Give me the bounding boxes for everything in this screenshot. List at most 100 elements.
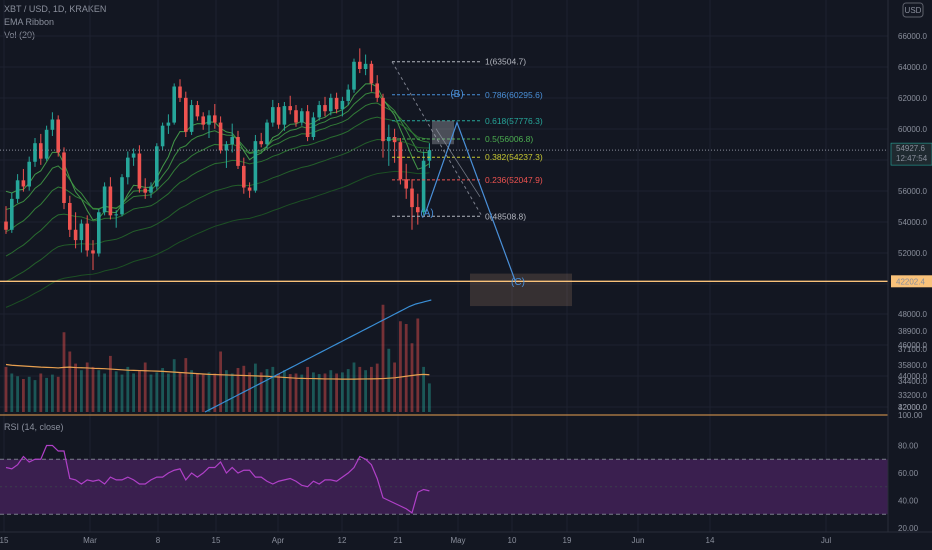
symbol-legend[interactable]: XBT / USD, 1D, KRAKEN	[4, 4, 107, 14]
rsi-tick-label: 100.00	[898, 411, 923, 420]
candle	[126, 157, 130, 178]
candle	[10, 198, 14, 230]
volume-bar	[132, 373, 135, 412]
candle	[137, 153, 142, 189]
candle	[259, 141, 263, 145]
candle	[102, 186, 107, 213]
time-tick-label: Jul	[821, 536, 831, 545]
volume-bar	[22, 379, 25, 412]
candle	[143, 188, 147, 193]
volume-bar	[16, 376, 19, 412]
volume-bar	[283, 370, 286, 412]
time-tick-label: 21	[394, 536, 403, 545]
price-tick-label: 62000.0	[898, 94, 927, 103]
candle	[218, 122, 223, 151]
candle	[323, 105, 327, 112]
candle	[56, 119, 60, 153]
volume-bar	[248, 372, 251, 412]
price-tick-label: 56000.0	[898, 187, 927, 196]
rsi-tick-label: 40.00	[898, 497, 919, 506]
candle	[352, 61, 356, 90]
volume-bar	[172, 359, 176, 412]
candle	[27, 161, 31, 187]
ema-ribbon-legend[interactable]: EMA Ribbon	[4, 17, 55, 27]
candle	[421, 160, 426, 213]
candle	[178, 86, 182, 98]
volume-tick-label: 37100.0	[898, 345, 927, 354]
ema-ribbon-line	[5, 102, 430, 233]
candle	[21, 180, 26, 187]
volume-bar	[161, 368, 164, 412]
candle	[50, 119, 55, 130]
candle	[329, 97, 333, 112]
candle	[265, 122, 269, 145]
candle	[44, 129, 49, 159]
wave-projection-line	[424, 120, 516, 281]
volume-bar	[254, 363, 257, 412]
candle	[172, 86, 176, 123]
rsi-band	[0, 459, 888, 515]
volume-bar	[109, 355, 112, 412]
volume-tick-label: 33200.0	[898, 391, 927, 400]
volume-bar	[277, 373, 280, 412]
volume-bar	[45, 377, 48, 412]
price-tick-label: 54000.0	[898, 218, 927, 227]
rsi-legend[interactable]: RSI (14, close)	[4, 422, 64, 432]
volume-bar	[91, 366, 95, 412]
candle	[427, 150, 432, 161]
volume-legend[interactable]: Vol (20)	[4, 30, 36, 40]
fib-level-label: 1(63504.7)	[485, 57, 526, 67]
time-tick-label: 15	[0, 536, 9, 545]
volume-bar	[167, 373, 170, 412]
volume-bar	[422, 366, 425, 412]
volume-tick-label: 38900.0	[898, 327, 927, 336]
time-tick-label: May	[450, 536, 465, 545]
volume-bar	[416, 318, 420, 412]
price-tick-label: 48000.0	[898, 310, 927, 319]
candle	[300, 111, 304, 123]
candle	[149, 186, 153, 193]
candle	[224, 144, 229, 151]
volume-bar	[265, 369, 269, 412]
volume-bar	[126, 366, 130, 412]
volume-bar	[190, 370, 193, 412]
candle	[85, 223, 89, 251]
volume-bar	[259, 372, 263, 412]
rsi-tick-label: 80.00	[898, 442, 919, 451]
current-price-text: 54927.6	[896, 144, 925, 153]
volume-bar	[184, 358, 188, 412]
wave-label-c: (C)	[511, 277, 525, 288]
volume-bar	[213, 373, 217, 412]
ema-ribbon-line	[5, 116, 430, 257]
candle	[288, 106, 292, 111]
candle	[160, 125, 165, 147]
countdown-text: 12:47:54	[896, 154, 928, 163]
time-tick-label: 14	[706, 536, 715, 545]
volume-bar	[51, 374, 54, 412]
volume-bar	[358, 366, 362, 412]
volume-bar	[404, 324, 408, 412]
candle	[120, 177, 124, 215]
candle	[334, 97, 339, 110]
volume-bar	[271, 366, 275, 412]
candle	[398, 142, 403, 180]
candle	[375, 83, 379, 98]
volume-bar	[178, 372, 182, 412]
volume-tick-label: 34400.0	[898, 377, 927, 386]
candle	[247, 187, 252, 191]
candle	[404, 179, 408, 189]
price-tick-label: 40000.0	[898, 0, 927, 2]
volume-tick-label: 32000.0	[898, 403, 927, 412]
candle	[340, 100, 345, 110]
fib-level-label: 0.5(56006.8)	[485, 134, 533, 144]
candle	[358, 61, 362, 69]
target-zone-b	[432, 120, 454, 145]
volume-bar	[399, 321, 402, 412]
volume-bar	[143, 362, 147, 412]
volume-bar	[10, 373, 14, 412]
ema-ribbon-line	[5, 83, 430, 221]
scale-badge-text: USD	[905, 6, 922, 15]
volume-bar	[74, 363, 77, 412]
time-tick-label: Jun	[632, 536, 645, 545]
